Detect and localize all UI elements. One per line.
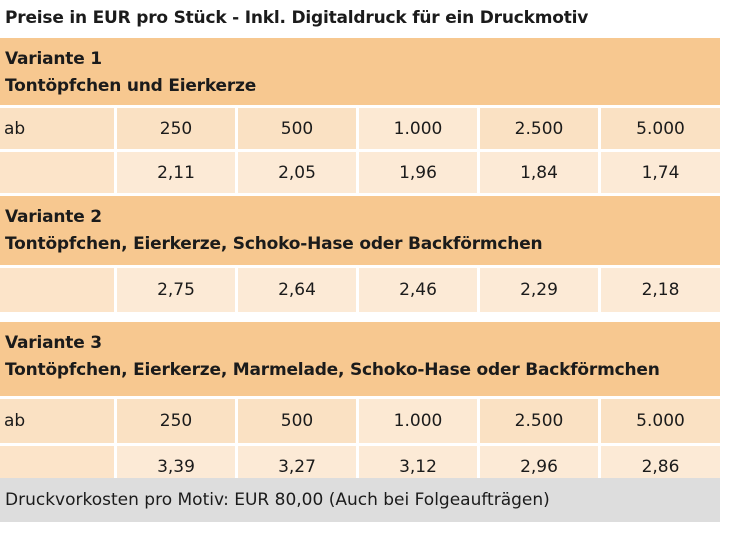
price-table: Variante 1 Tontöpfchen und Eierkerze ab … — [0, 38, 720, 487]
variant-3-header: Variante 3 Tontöpfchen, Eierkerze, Marme… — [0, 322, 720, 396]
variant-2-header: Variante 2 Tontöpfchen, Eierkerze, Schok… — [0, 196, 720, 265]
variant-3-description: Tontöpfchen, Eierkerze, Marmelade, Schok… — [5, 360, 660, 380]
price-cell: 2,05 — [238, 152, 359, 193]
price-cell: 2,64 — [238, 268, 359, 312]
quantity-cell: 5.000 — [601, 399, 720, 443]
variant-3-quantity-row: ab 250 500 1.000 2.500 5.000 — [0, 399, 720, 443]
quantity-label: ab — [0, 108, 117, 149]
quantity-cell: 500 — [238, 108, 359, 149]
quantity-label: ab — [0, 399, 117, 443]
quantity-cell: 500 — [238, 399, 359, 443]
quantity-cell: 250 — [117, 108, 238, 149]
price-row-label — [0, 152, 117, 193]
quantity-cell: 250 — [117, 399, 238, 443]
variant-1-price-row: 2,11 2,05 1,96 1,84 1,74 — [0, 152, 720, 193]
price-cell: 1,84 — [480, 152, 601, 193]
quantity-cell: 2.500 — [480, 399, 601, 443]
quantity-cell: 5.000 — [601, 108, 720, 149]
price-cell: 2,11 — [117, 152, 238, 193]
variant-2-description: Tontöpfchen, Eierkerze, Schoko-Hase oder… — [5, 234, 543, 254]
price-cell: 2,29 — [480, 268, 601, 312]
quantity-cell: 1.000 — [359, 399, 480, 443]
variant-1-description: Tontöpfchen und Eierkerze — [5, 76, 257, 96]
price-cell: 2,75 — [117, 268, 238, 312]
price-cell: 1,96 — [359, 152, 480, 193]
quantity-cell: 1.000 — [359, 108, 480, 149]
price-row-label — [0, 268, 117, 312]
setup-cost-note: Druckvorkosten pro Motiv: EUR 80,00 (Auc… — [0, 478, 720, 522]
variant-3-title: Variante 3 — [5, 333, 102, 353]
variant-1-quantity-row: ab 250 500 1.000 2.500 5.000 — [0, 108, 720, 149]
variant-2-title: Variante 2 — [5, 207, 102, 227]
price-cell: 2,46 — [359, 268, 480, 312]
price-cell: 1,74 — [601, 152, 720, 193]
quantity-cell: 2.500 — [480, 108, 601, 149]
price-cell: 2,18 — [601, 268, 720, 312]
variant-2-price-row: 2,75 2,64 2,46 2,29 2,18 — [0, 268, 720, 312]
table-caption: Preise in EUR pro Stück - Inkl. Digitald… — [5, 8, 589, 28]
variant-1-header: Variante 1 Tontöpfchen und Eierkerze — [0, 38, 720, 105]
variant-1-title: Variante 1 — [5, 49, 102, 69]
